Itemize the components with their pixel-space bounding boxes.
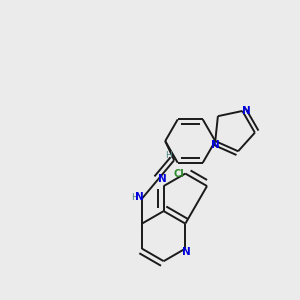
- Text: N: N: [242, 106, 251, 116]
- Text: Cl: Cl: [173, 169, 184, 178]
- Text: H: H: [165, 151, 172, 160]
- Text: N: N: [211, 140, 220, 150]
- Text: N: N: [182, 247, 191, 257]
- Text: N: N: [158, 173, 167, 184]
- Text: N: N: [135, 192, 144, 202]
- Text: H: H: [131, 193, 138, 202]
